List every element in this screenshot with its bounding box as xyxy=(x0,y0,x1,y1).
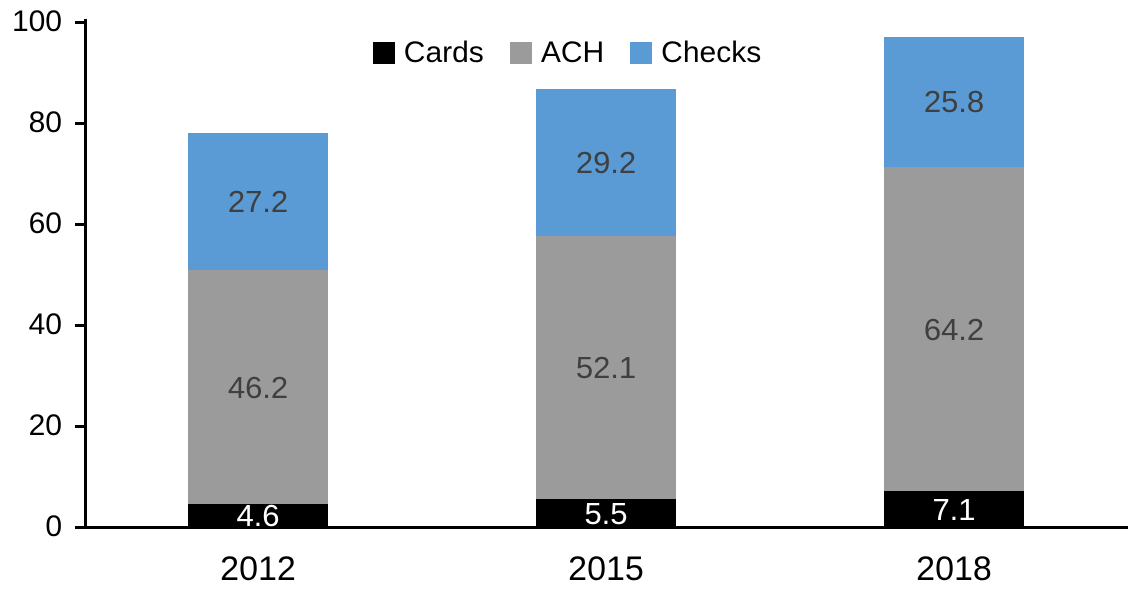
data-label-2012-checks: 27.2 xyxy=(227,184,289,220)
legend-item-checks: Checks xyxy=(630,37,761,69)
legend-item-cards: Cards xyxy=(372,36,484,69)
data-label-2018-ach: 64.2 xyxy=(923,311,985,347)
y-tick-mark xyxy=(75,323,84,327)
y-tick-label: 20 xyxy=(28,409,62,442)
y-tick-label: 0 xyxy=(45,510,62,543)
legend-label-ach: ACH xyxy=(540,36,605,69)
x-axis-label-2012: 2012 xyxy=(220,550,296,588)
bar-segment-2015-ach: 52.1 xyxy=(536,236,676,500)
data-label-2012-ach: 46.2 xyxy=(227,369,289,405)
bar-segment-2015-checks: 29.2 xyxy=(536,88,676,237)
bar-segment-2012-cards: 4.6 xyxy=(188,500,328,531)
data-label-2015-checks: 29.2 xyxy=(575,144,637,180)
data-label-2018-checks: 25.8 xyxy=(923,84,985,120)
bar-segment-2012-checks: 27.2 xyxy=(188,133,328,271)
bar-segment-2012-ach: 46.2 xyxy=(188,270,328,504)
data-label-2015-cards: 5.5 xyxy=(584,495,628,531)
y-axis-line xyxy=(84,19,87,529)
y-tick-mark xyxy=(75,121,84,125)
x-axis-label-2015: 2015 xyxy=(568,550,644,588)
y-tick-label: 80 xyxy=(28,106,62,139)
y-tick-mark xyxy=(75,222,84,226)
x-axis-line xyxy=(84,525,1128,529)
data-label-2012-cards: 4.6 xyxy=(236,497,280,533)
legend-swatch-checks-icon xyxy=(630,42,653,64)
data-label-2018-cards: 7.1 xyxy=(932,491,976,527)
y-tick-label: 60 xyxy=(28,207,62,240)
legend-swatch-ach-icon xyxy=(509,42,532,64)
legend-label-cards: Cards xyxy=(403,36,484,69)
x-axis-label-2018: 2018 xyxy=(916,550,992,588)
bar-segment-2018-checks: 25.8 xyxy=(884,36,1024,167)
bar-segment-2018-cards: 7.1 xyxy=(884,491,1024,527)
y-tick-mark xyxy=(75,20,84,24)
bar-segment-2015-cards: 5.5 xyxy=(536,495,676,531)
chart-legend: Cards ACH Checks xyxy=(0,36,1134,70)
y-tick-label: 40 xyxy=(28,308,62,341)
y-tick-mark xyxy=(75,424,84,428)
y-tick-mark xyxy=(75,525,84,529)
y-tick-label: 100 xyxy=(11,5,62,38)
legend-item-ach: ACH xyxy=(509,36,605,69)
data-label-2015-ach: 52.1 xyxy=(575,350,637,386)
bar-segment-2018-ach: 64.2 xyxy=(884,166,1024,492)
legend-swatch-cards-icon xyxy=(372,42,395,64)
legend-label-checks: Checks xyxy=(661,36,762,69)
